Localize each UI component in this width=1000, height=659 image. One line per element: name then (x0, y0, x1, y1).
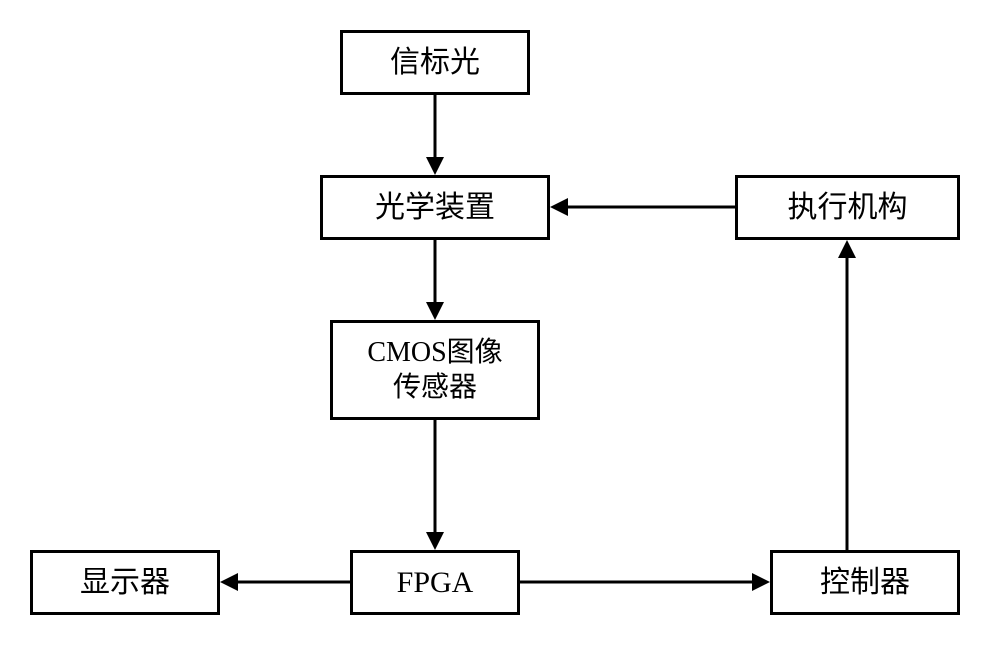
node-label: 光学装置 (375, 189, 495, 227)
node-label: 传感器 (393, 370, 477, 405)
node-beacon: 信标光 (340, 30, 530, 95)
node-actuator: 执行机构 (735, 175, 960, 240)
node-optical: 光学装置 (320, 175, 550, 240)
node-label: CMOS图像 (367, 335, 502, 370)
node-label: 显示器 (80, 564, 170, 602)
node-controller: 控制器 (770, 550, 960, 615)
node-label: 信标光 (390, 44, 480, 82)
node-cmos: CMOS图像传感器 (330, 320, 540, 420)
node-label: 控制器 (820, 564, 910, 602)
node-fpga: FPGA (350, 550, 520, 615)
node-label: 执行机构 (788, 189, 908, 227)
node-label: FPGA (397, 564, 474, 602)
node-display: 显示器 (30, 550, 220, 615)
